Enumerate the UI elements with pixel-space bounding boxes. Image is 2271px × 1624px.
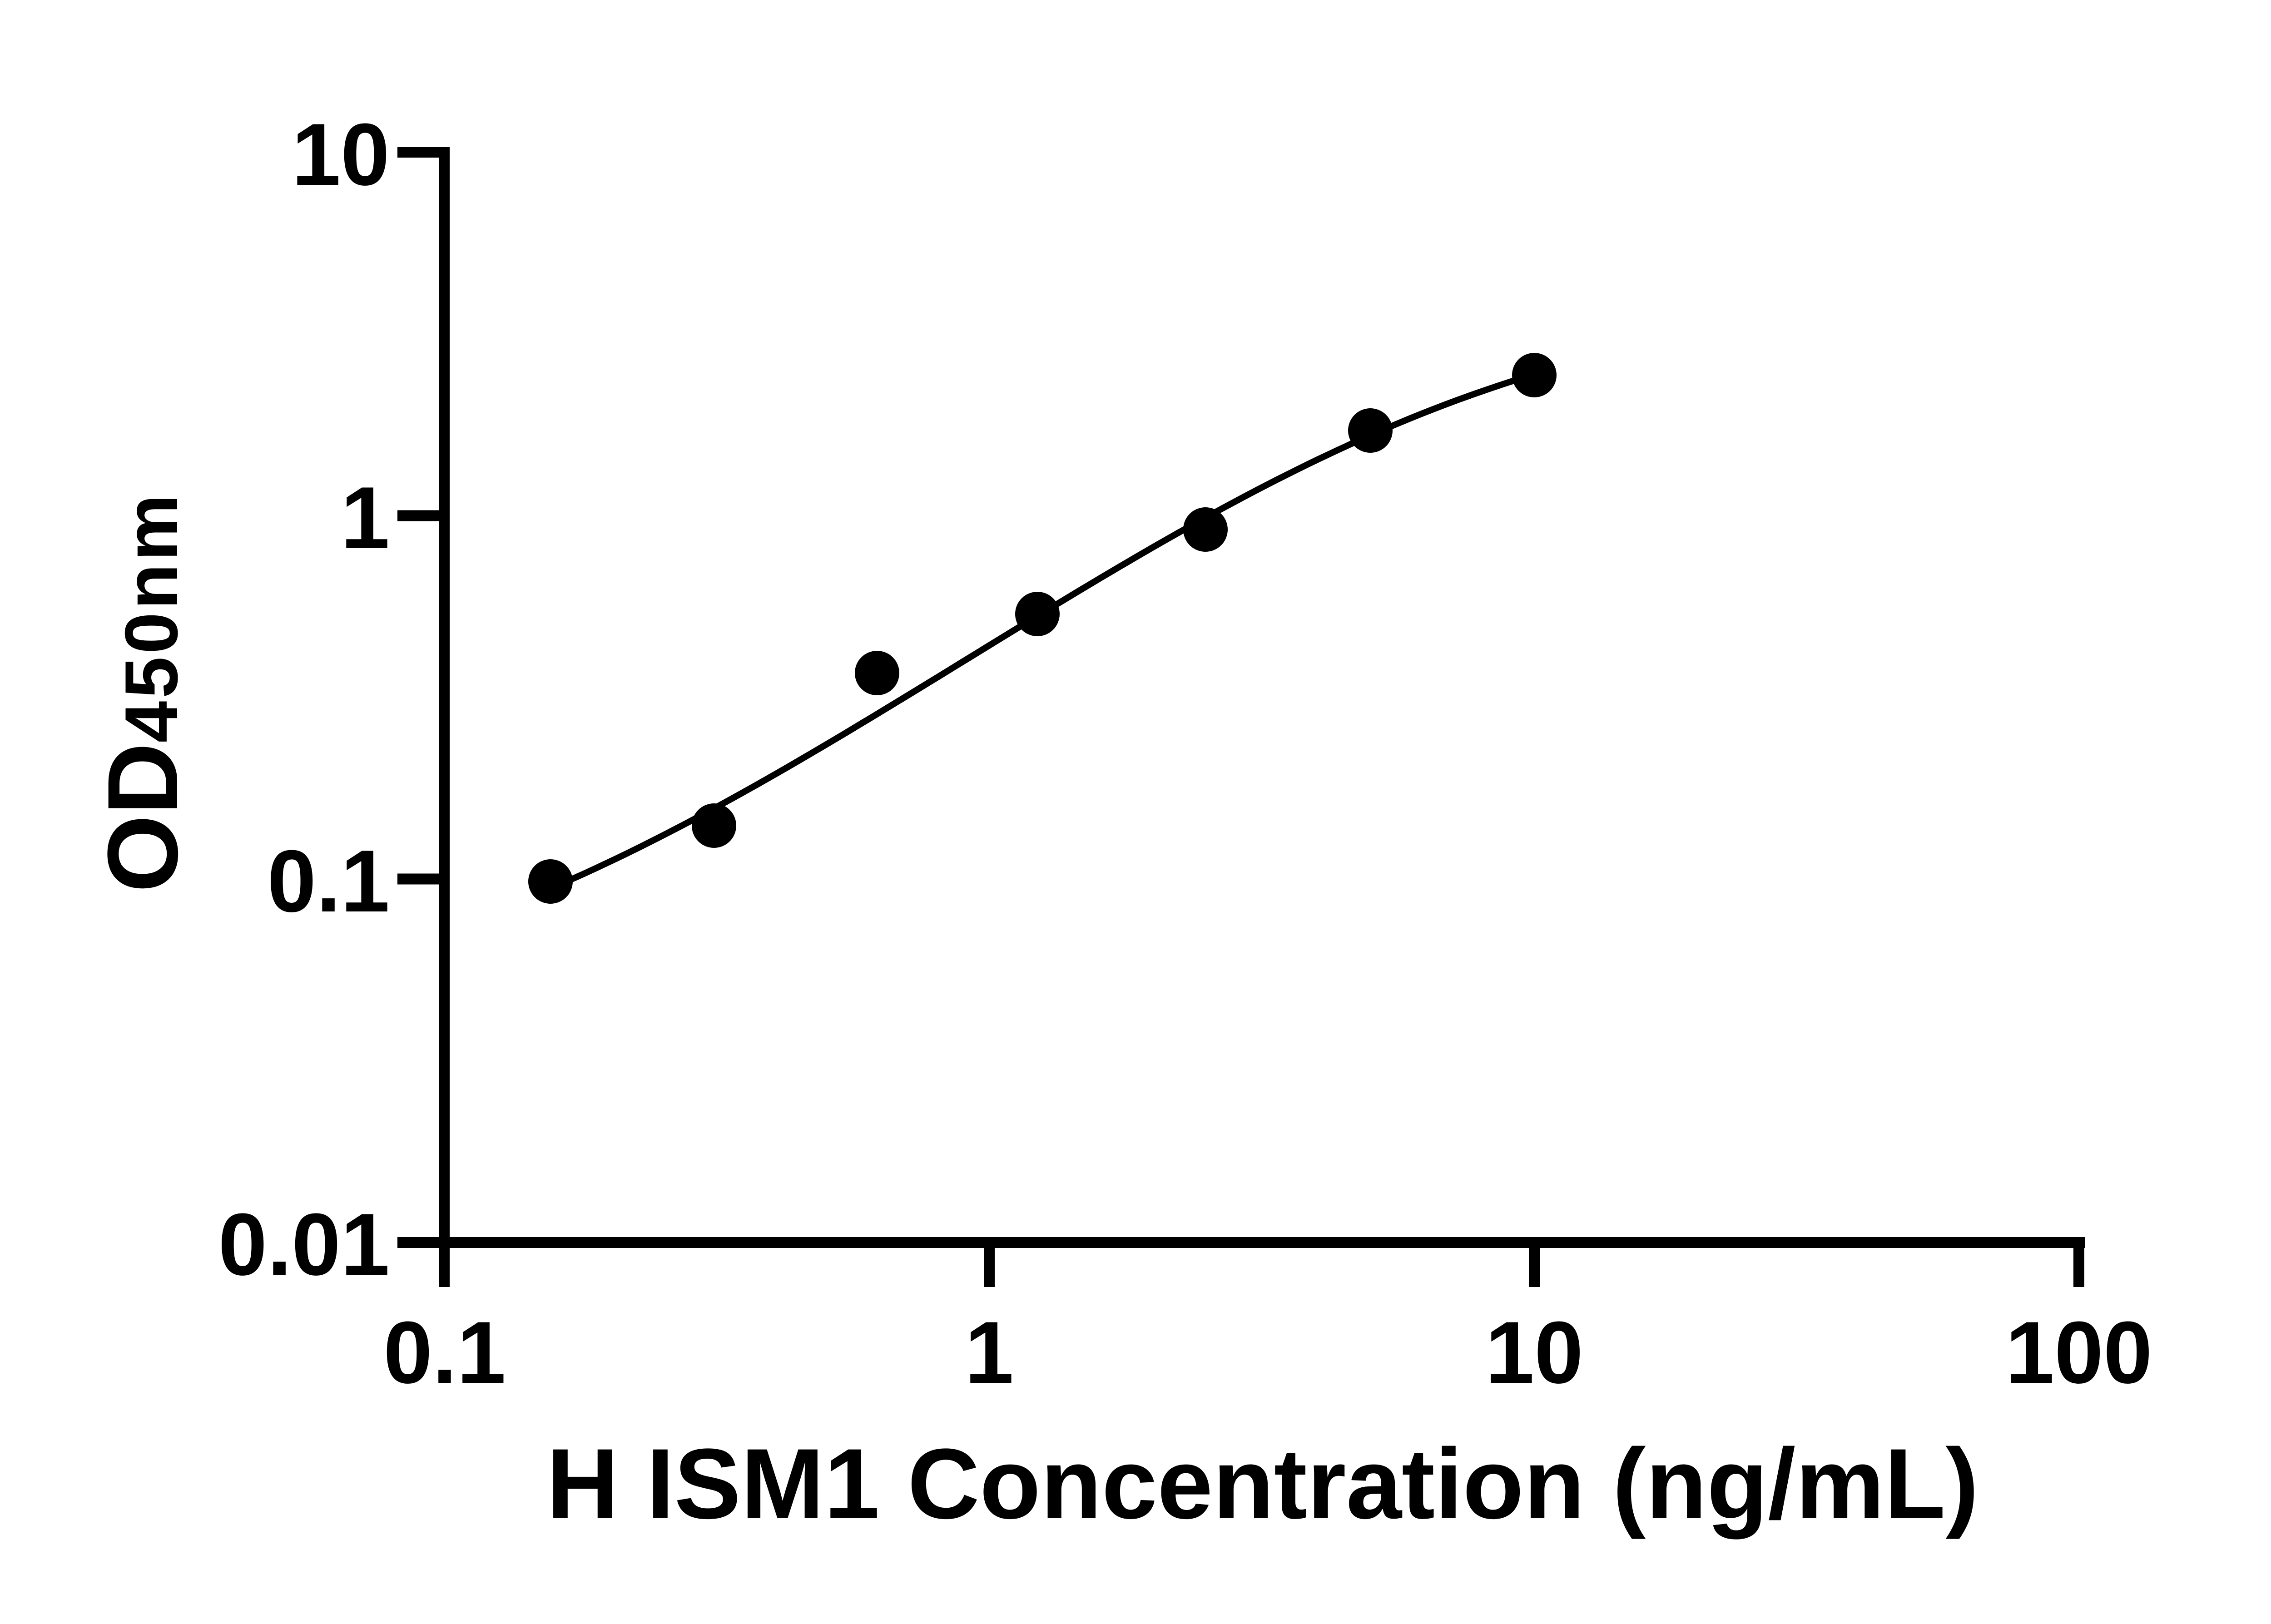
- svg-text:1: 1: [965, 1303, 1014, 1402]
- svg-text:10: 10: [292, 105, 390, 204]
- svg-text:0.1: 0.1: [267, 832, 390, 931]
- svg-text:H ISM1 Concentration (ng/mL): H ISM1 Concentration (ng/mL): [546, 1428, 1978, 1540]
- svg-text:OD450nm: OD450nm: [87, 492, 198, 893]
- svg-text:10: 10: [1485, 1303, 1583, 1402]
- svg-text:100: 100: [2005, 1303, 2152, 1402]
- svg-text:1: 1: [341, 469, 390, 567]
- svg-text:0.1: 0.1: [383, 1303, 506, 1402]
- svg-text:0.01: 0.01: [218, 1195, 390, 1294]
